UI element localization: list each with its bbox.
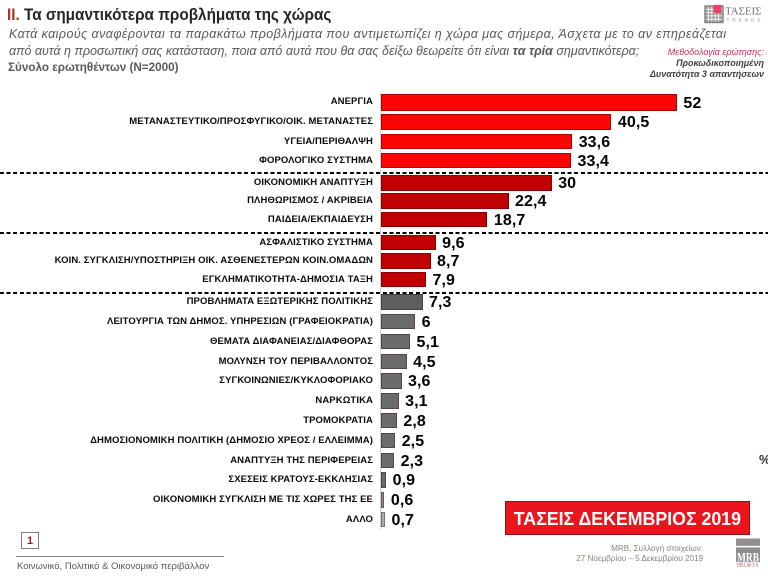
svg-text:TRENDS: TRENDS: [727, 17, 761, 23]
svg-text:ΤΑΣΕΙΣ: ΤΑΣΕΙΣ: [725, 6, 762, 17]
svg-text:MRB: MRB: [737, 551, 759, 565]
svg-text:HELLAS S.A.: HELLAS S.A.: [737, 564, 759, 568]
